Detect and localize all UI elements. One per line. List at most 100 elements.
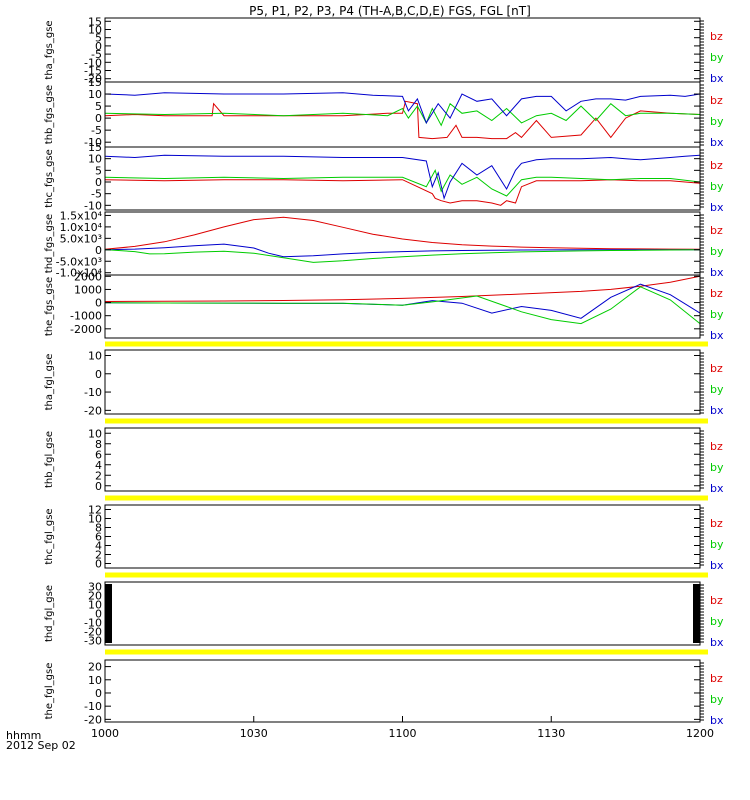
- flag-bar: [105, 649, 708, 655]
- panel-tha_fgl_gse: 10 0 -10 -20 tha_fgl_gse bz by bx: [44, 341, 724, 417]
- y-tick-label: 4: [95, 459, 102, 472]
- y-tick-label: -10: [84, 56, 102, 69]
- y-tick-label: -5: [91, 124, 102, 137]
- y-tick-label: -5: [91, 48, 102, 61]
- y-tick-label: 0: [95, 368, 102, 381]
- y-tick-label: -1000: [70, 310, 102, 323]
- legend-bz: bz: [710, 30, 723, 43]
- series-line-bx: [105, 154, 700, 201]
- legend-by: by: [710, 383, 724, 396]
- y-tick-label: 2000: [74, 270, 102, 283]
- legend-by: by: [710, 180, 724, 193]
- legend-by: by: [710, 538, 724, 551]
- y-tick-label: 10: [88, 427, 102, 440]
- y-tick-label: -30: [84, 635, 102, 648]
- series-group: [105, 92, 700, 140]
- legend-bx: bx: [710, 136, 724, 149]
- legend-bz: bz: [710, 362, 723, 375]
- y-axis-label: thc_fgs_gse: [44, 149, 55, 208]
- y-tick-label: -15: [84, 65, 102, 78]
- y-axis-label: thd_fgs_gse: [44, 214, 55, 273]
- y-axis-label: the_fgs_gse: [44, 277, 55, 336]
- series-line-by: [105, 249, 700, 263]
- y-axis-label: the_fgl_gse: [44, 663, 55, 720]
- legend-by: by: [710, 693, 724, 706]
- flag-bar: [105, 572, 708, 578]
- y-tick-label: 10: [88, 599, 102, 612]
- y-tick-label: -2000: [70, 323, 102, 336]
- y-tick-label: 15: [88, 76, 102, 89]
- legend-bx: bx: [710, 201, 724, 214]
- flag-bar: [105, 418, 708, 424]
- panel-frame: [104, 581, 701, 646]
- legend-by: by: [710, 615, 724, 628]
- y-tick-label: -10: [84, 700, 102, 713]
- series-line-bz: [105, 275, 700, 302]
- series-line-bz: [105, 179, 700, 206]
- y-tick-label: 2: [95, 549, 102, 562]
- time-tick-label: 1100: [389, 727, 417, 740]
- legend-bx: bx: [710, 559, 724, 572]
- y-tick-label: -5: [91, 188, 102, 201]
- y-tick-label: 6: [95, 531, 102, 544]
- y-tick-label: 0: [95, 297, 102, 310]
- series-line-by: [105, 286, 700, 325]
- y-tick-label: 1.5x10⁴: [60, 209, 103, 222]
- time-tick-label: 1200: [686, 727, 714, 740]
- legend-bx: bx: [710, 714, 724, 727]
- y-tick-label: 20: [88, 661, 102, 674]
- y-tick-label: 10: [88, 513, 102, 526]
- legend-bx: bx: [710, 266, 724, 279]
- panel-frame: [104, 504, 701, 569]
- y-tick-label: 0: [95, 244, 102, 257]
- y-tick-label: 10: [88, 674, 102, 687]
- time-format-label: hhmm: [6, 729, 41, 742]
- y-tick-label: 1000: [74, 283, 102, 296]
- panel-frame: [104, 349, 701, 415]
- flag-bar: [105, 341, 708, 347]
- panel-frame: [104, 211, 701, 276]
- y-tick-label: 10: [88, 88, 102, 101]
- y-tick-label: 5.0x10³: [60, 232, 102, 245]
- legend-bz: bz: [710, 94, 723, 107]
- y-tick-label: -20: [84, 73, 102, 86]
- y-axis-label: thc_fgl_gse: [44, 508, 55, 564]
- legend-by: by: [710, 308, 724, 321]
- legend-by: by: [710, 115, 724, 128]
- date-label: 2012 Sep 02: [6, 739, 76, 752]
- legend-bz: bz: [710, 672, 723, 685]
- y-tick-label: -10: [84, 136, 102, 149]
- y-axis-label: thb_fgs_gse: [44, 85, 55, 144]
- series-line-bz: [105, 100, 700, 140]
- series-line-by: [105, 102, 700, 127]
- y-tick-label: 5: [95, 32, 102, 45]
- y-tick-label: 4: [95, 540, 102, 553]
- y-tick-label: 0: [95, 112, 102, 125]
- legend-bz: bz: [710, 440, 723, 453]
- series-line-bz: [105, 216, 700, 250]
- y-axis-label: tha_fgl_gse: [44, 354, 55, 411]
- panel-frame: [104, 274, 701, 339]
- y-tick-label: 10: [88, 153, 102, 166]
- y-tick-label: -10: [84, 199, 102, 212]
- y-tick-label: -10: [84, 386, 102, 399]
- series-group: [105, 154, 700, 206]
- y-tick-label: 1.0x10⁴: [60, 221, 103, 234]
- y-tick-label: -5.0x10³: [56, 255, 102, 268]
- series-line-by: [105, 168, 700, 197]
- y-axis-label: thb_fgl_gse: [44, 431, 55, 488]
- panel-thd_fgs_gse: 1.5x10⁴1.0x10⁴5.0x10³0-5.0x10³-1.0x10⁴th…: [44, 209, 724, 279]
- y-tick-label: 0: [95, 558, 102, 571]
- y-tick-label: -1.0x10⁴: [56, 267, 103, 280]
- series-line-bx: [105, 92, 700, 125]
- y-tick-label: 0: [95, 480, 102, 493]
- y-tick-label: 0: [95, 40, 102, 53]
